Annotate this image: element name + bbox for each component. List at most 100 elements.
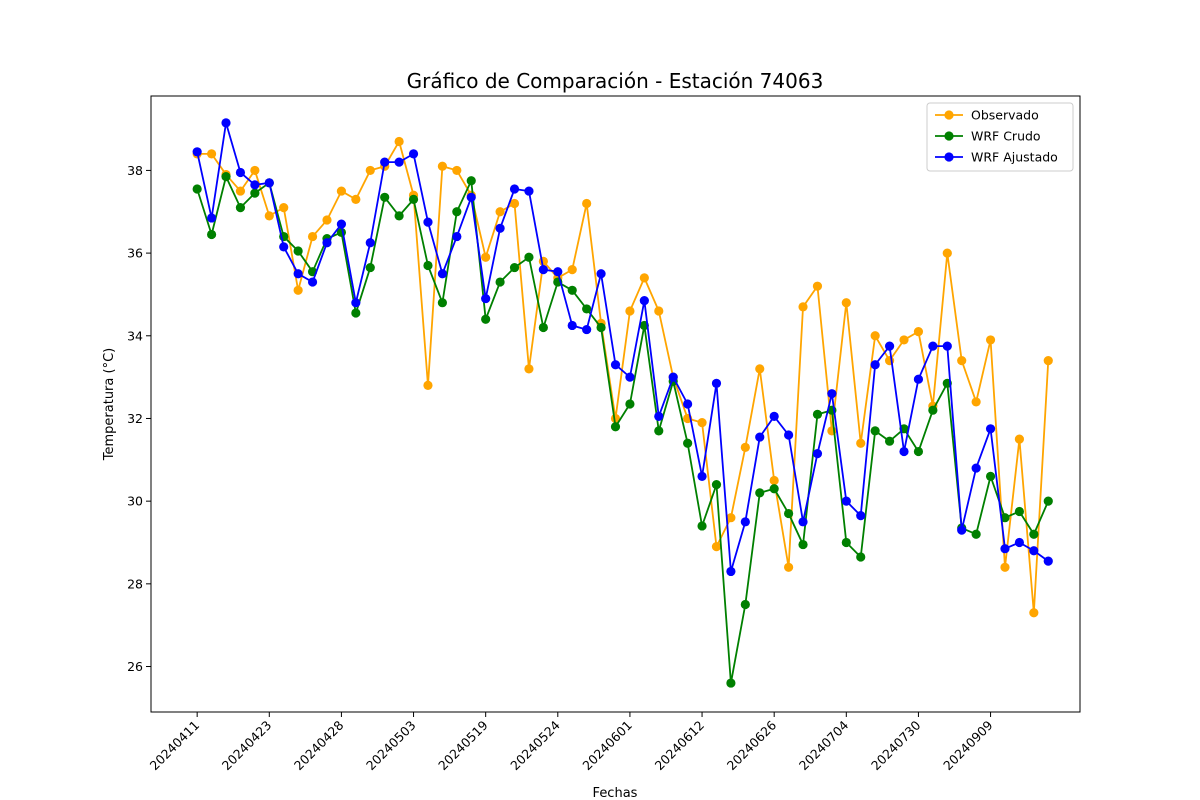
data-point — [942, 341, 952, 351]
legend-label: WRF Ajustado — [971, 150, 1058, 165]
data-point — [784, 430, 794, 440]
chart-title: Gráfico de Comparación - Estación 74063 — [407, 69, 824, 93]
y-tick-label: 28 — [127, 576, 143, 591]
data-point — [495, 207, 505, 217]
data-point — [985, 471, 996, 481]
data-point — [437, 269, 447, 279]
data-point — [798, 539, 808, 550]
x-tick-label: 20240519 — [435, 717, 491, 773]
data-point — [437, 298, 447, 308]
data-point — [322, 238, 332, 248]
data-point — [711, 542, 722, 552]
y-tick-label: 32 — [127, 411, 143, 426]
x-tick-label: 20240612 — [652, 718, 708, 774]
data-point — [394, 157, 404, 167]
data-point — [784, 508, 794, 519]
data-point — [784, 562, 794, 572]
data-point — [812, 281, 823, 291]
data-point — [726, 513, 736, 523]
data-point — [1043, 496, 1053, 506]
data-point — [351, 298, 361, 308]
data-point — [408, 149, 419, 159]
data-point — [250, 180, 260, 190]
data-point — [884, 436, 895, 446]
data-point — [235, 203, 246, 213]
data-point — [307, 277, 318, 287]
data-point — [423, 380, 433, 390]
data-point — [798, 517, 808, 527]
legend-swatch-marker — [944, 152, 954, 162]
data-point — [206, 213, 217, 223]
data-point — [293, 269, 303, 279]
data-point — [365, 165, 375, 176]
data-point — [582, 304, 592, 314]
data-point — [235, 167, 246, 178]
data-point — [971, 397, 981, 407]
data-point — [740, 599, 750, 610]
x-tick-label: 20240503 — [363, 718, 419, 774]
data-point — [625, 306, 635, 316]
data-point — [538, 256, 548, 266]
data-point — [870, 426, 880, 436]
data-point — [683, 399, 693, 409]
data-point — [928, 405, 938, 415]
legend-swatch-marker — [944, 110, 954, 120]
data-point — [812, 449, 823, 459]
data-point — [913, 327, 924, 337]
data-point — [582, 198, 592, 209]
data-point — [711, 378, 722, 388]
data-point — [1029, 529, 1039, 539]
data-point — [899, 446, 909, 457]
data-point — [423, 260, 433, 271]
data-point — [351, 194, 361, 204]
x-tick-label: 20240704 — [796, 717, 852, 773]
data-point — [279, 242, 289, 252]
data-point — [380, 157, 390, 167]
data-point — [856, 511, 866, 521]
data-point — [726, 678, 736, 688]
legend-box — [926, 102, 1074, 172]
data-point — [264, 211, 274, 221]
data-point — [870, 331, 880, 341]
data-point — [683, 438, 693, 448]
data-point — [654, 426, 664, 436]
data-point — [567, 265, 577, 275]
data-point — [827, 389, 837, 399]
data-point — [437, 161, 447, 171]
data-point — [206, 229, 217, 240]
legend-label: Observado — [971, 108, 1039, 123]
data-point — [466, 192, 476, 202]
data-point — [740, 442, 750, 453]
data-point — [755, 488, 765, 498]
legend: Observado WRF Crudo WRF Ajustado — [926, 102, 1074, 172]
data-point — [524, 186, 534, 196]
data-point — [697, 418, 707, 428]
data-point — [394, 211, 404, 221]
x-tick-label: 20240601 — [579, 718, 635, 774]
data-point — [596, 322, 606, 333]
x-axis-label: Fechas — [593, 786, 638, 800]
data-point — [913, 374, 924, 384]
data-point — [365, 262, 375, 273]
data-point — [1000, 562, 1010, 572]
data-point — [654, 306, 664, 316]
data-point — [293, 285, 303, 295]
data-point — [553, 267, 563, 277]
data-point — [1014, 537, 1025, 548]
data-point — [452, 231, 462, 242]
data-point — [495, 223, 505, 233]
y-axis-label: Temperatura (°C) — [102, 348, 117, 461]
data-point — [769, 475, 779, 486]
data-point — [856, 438, 866, 448]
data-point — [582, 324, 592, 335]
data-point — [264, 178, 274, 188]
data-point — [596, 269, 606, 279]
data-point — [985, 335, 996, 345]
data-point — [870, 360, 880, 370]
data-point — [668, 372, 678, 382]
data-point — [221, 172, 231, 182]
data-point — [394, 136, 404, 147]
x-tick-label: 20240411 — [147, 718, 203, 774]
data-point — [466, 176, 476, 186]
